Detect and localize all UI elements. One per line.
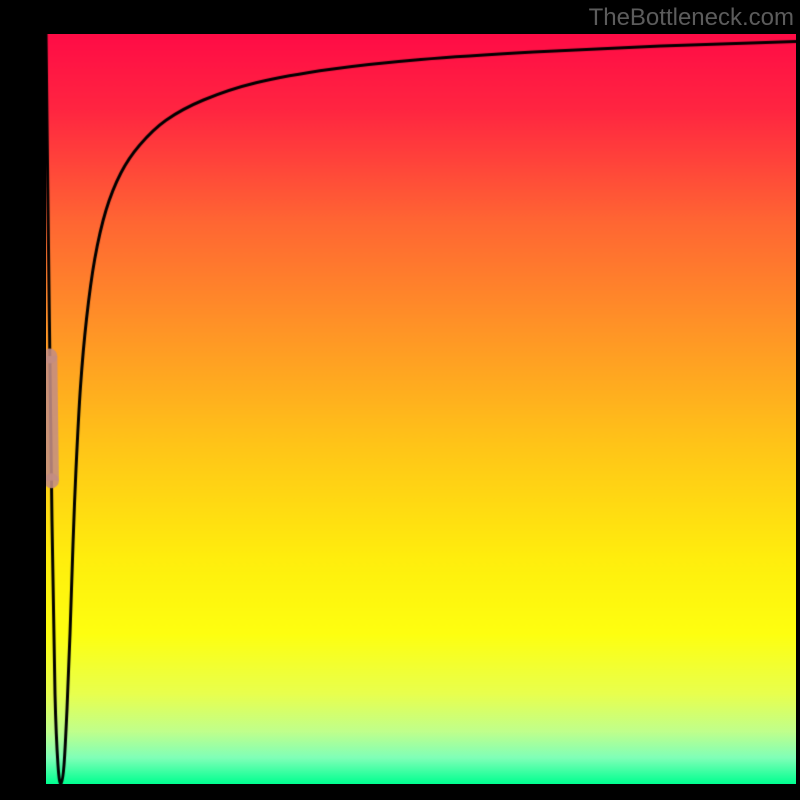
bottleneck-curve (46, 34, 796, 784)
plot-area (46, 34, 796, 784)
watermark-text: TheBottleneck.com (589, 4, 794, 32)
chart-container: TheBottleneck.com (0, 0, 800, 800)
